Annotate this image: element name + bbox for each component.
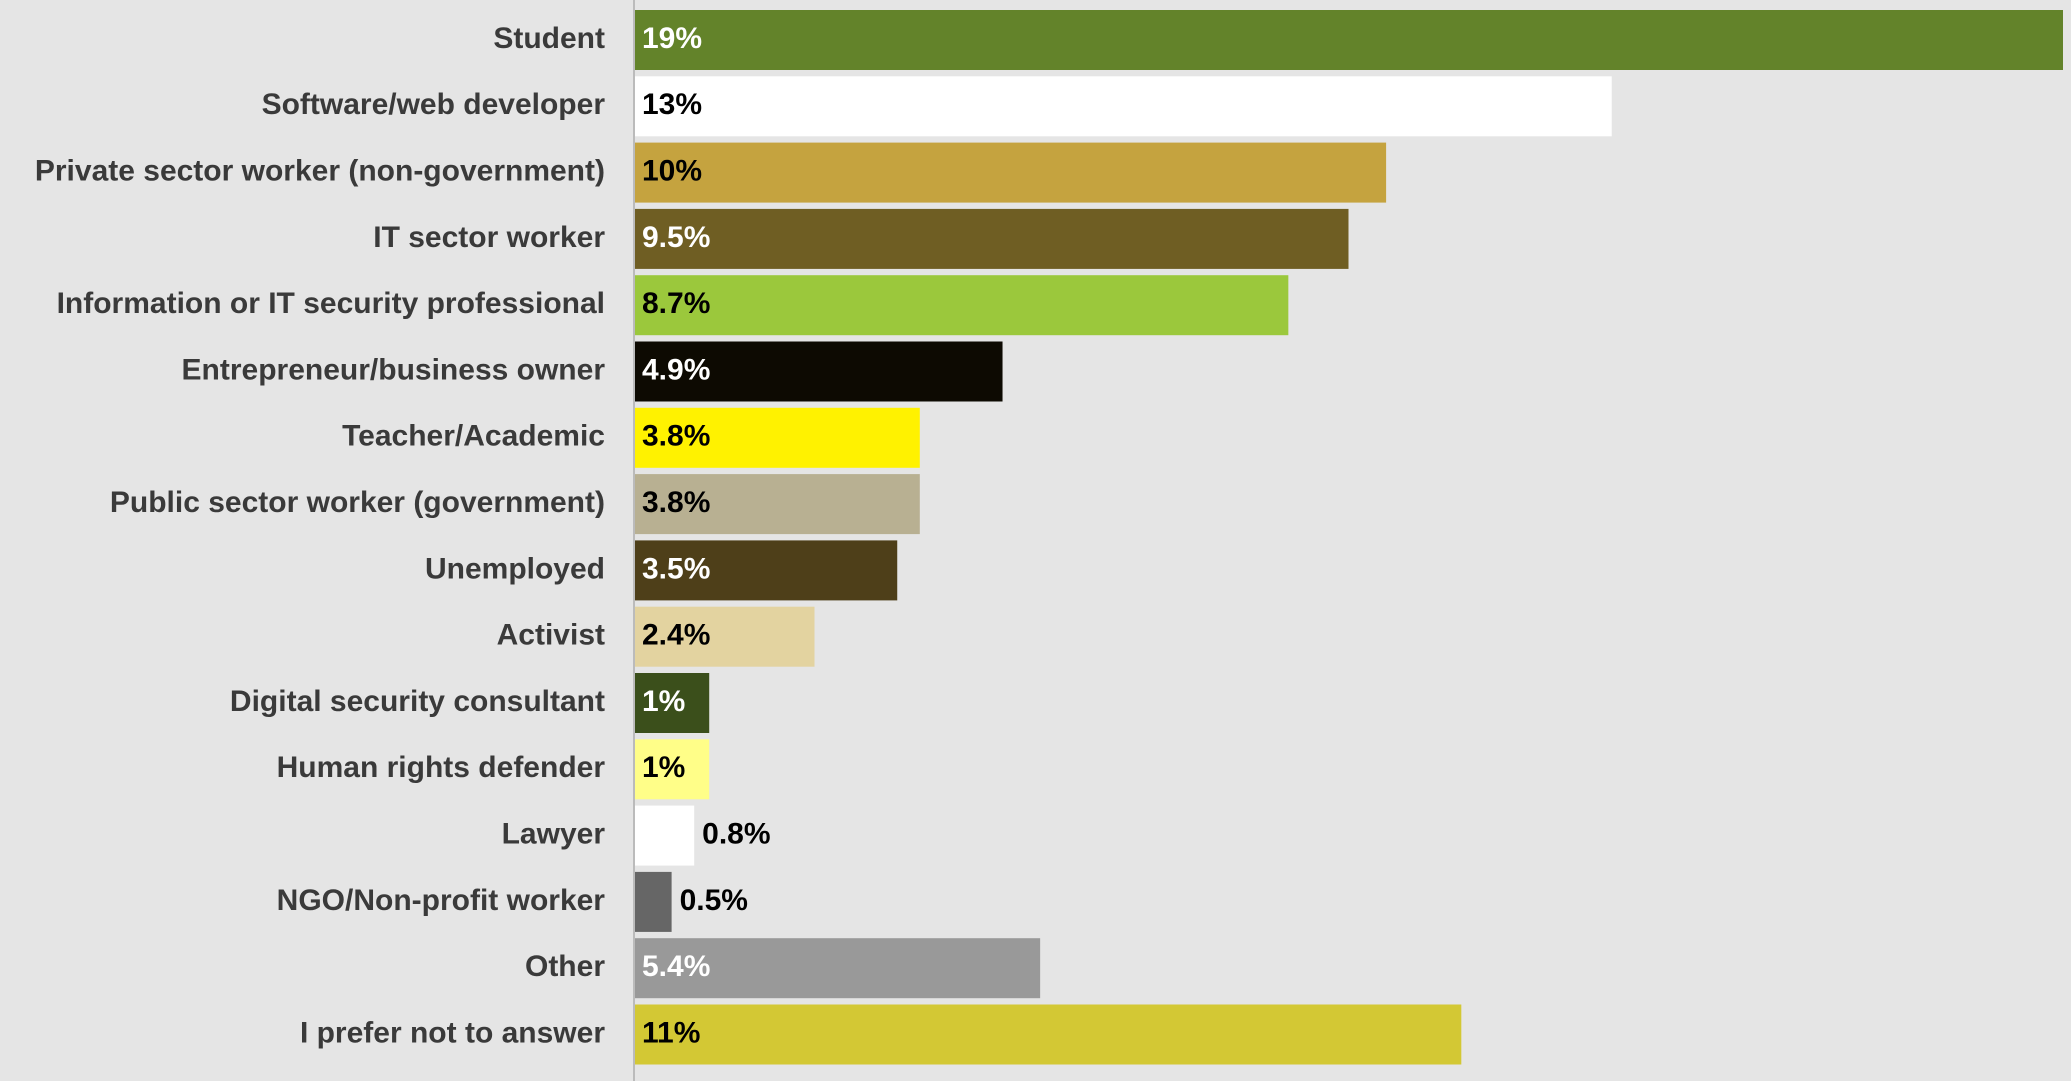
value-label: 13%: [642, 88, 702, 121]
value-label: 9.5%: [642, 221, 710, 254]
value-label: 3.8%: [642, 420, 710, 453]
category-label: Lawyer: [502, 818, 606, 851]
bar: [634, 1004, 1462, 1065]
value-label: 11%: [642, 1016, 700, 1049]
bar: [634, 341, 1003, 402]
category-label: Public sector worker (government): [110, 486, 605, 519]
category-label: Student: [493, 22, 605, 55]
bar: [634, 938, 1041, 999]
bar: [634, 10, 2063, 70]
category-label: I prefer not to answer: [300, 1016, 605, 1049]
category-label: Private sector worker (non-government): [35, 155, 605, 188]
value-label: 1%: [642, 685, 685, 718]
bar: [634, 805, 695, 866]
value-label: 2.4%: [642, 619, 710, 652]
category-label: Human rights defender: [277, 751, 606, 784]
value-label: 0.5%: [680, 884, 748, 917]
bar: [634, 76, 1612, 137]
category-label: Software/web developer: [262, 88, 606, 121]
bar: [634, 606, 815, 667]
bar: [634, 208, 1349, 269]
bar: [634, 275, 1289, 336]
category-label: Entrepreneur/business owner: [182, 353, 606, 386]
bar: [634, 673, 710, 733]
bar: [634, 739, 710, 800]
value-label: 4.9%: [642, 353, 710, 386]
bar: [634, 540, 898, 601]
bar: [634, 474, 920, 535]
value-label: 0.8%: [702, 818, 770, 851]
value-label: 8.7%: [642, 287, 710, 320]
value-label: 19%: [642, 22, 702, 55]
category-label: Digital security consultant: [230, 685, 605, 718]
bar: [634, 142, 1387, 203]
value-label: 1%: [642, 751, 685, 784]
category-label: Other: [525, 950, 605, 983]
category-label: Unemployed: [425, 552, 605, 585]
value-label: 3.8%: [642, 486, 710, 519]
bar: [634, 871, 672, 932]
bar: [634, 407, 920, 468]
category-label: Teacher/Academic: [342, 420, 605, 453]
category-label: NGO/Non-profit worker: [277, 884, 606, 917]
category-label: Information or IT security professional: [57, 287, 605, 320]
category-label: IT sector worker: [373, 221, 605, 254]
value-label: 3.5%: [642, 552, 710, 585]
value-label: 10%: [642, 155, 702, 188]
category-label: Activist: [497, 619, 605, 652]
value-label: 5.4%: [642, 950, 710, 983]
